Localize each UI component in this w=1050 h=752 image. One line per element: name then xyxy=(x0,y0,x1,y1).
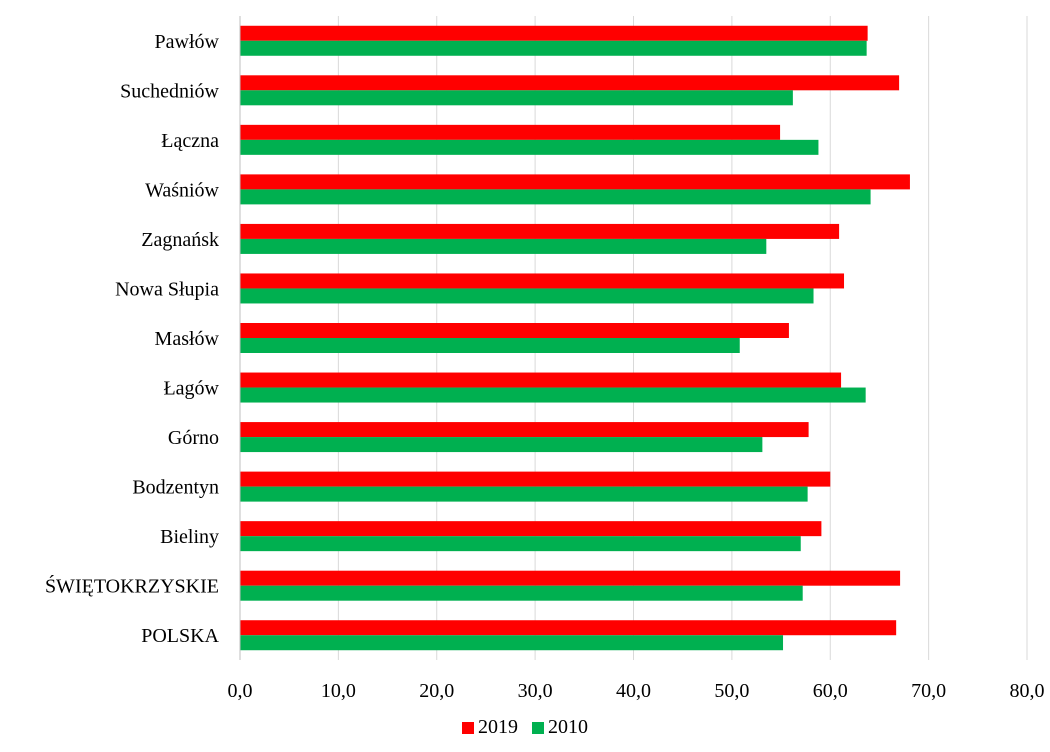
bar-2010 xyxy=(240,238,767,254)
bar-2019 xyxy=(240,323,789,338)
category-label: Zagnańsk xyxy=(141,229,219,251)
bar-2010 xyxy=(240,189,871,205)
x-tick-label: 20,0 xyxy=(419,680,454,702)
legend-label: 2010 xyxy=(548,716,588,738)
bar-2010 xyxy=(240,288,814,304)
category-label: Bieliny xyxy=(160,526,219,548)
category-label: Suchedniów xyxy=(120,80,219,102)
x-tick-label: 80,0 xyxy=(1010,680,1045,702)
bar-2019 xyxy=(240,422,809,438)
x-tick-label: 60,0 xyxy=(813,680,848,702)
category-label: Waśniów xyxy=(145,179,219,201)
bar-2010 xyxy=(240,40,867,56)
legend-swatch-2010 xyxy=(532,722,544,734)
bar-2019 xyxy=(240,620,897,636)
x-tick-label: 50,0 xyxy=(714,680,749,702)
bar-2010 xyxy=(240,90,793,106)
legend: 2019 2010 xyxy=(462,716,588,738)
bar-2010 xyxy=(240,139,819,155)
category-label: Łagów xyxy=(163,378,219,400)
bars xyxy=(240,25,910,651)
category-label: Nowa Słupia xyxy=(115,278,219,300)
x-tick-label: 70,0 xyxy=(911,680,946,702)
bar-2010 xyxy=(240,635,784,651)
category-label: Masłów xyxy=(155,328,220,350)
bar-2010 xyxy=(240,486,808,502)
x-tick-label: 0,0 xyxy=(228,680,253,702)
legend-label: 2019 xyxy=(478,716,518,738)
bar-2019 xyxy=(240,570,901,586)
category-label: Pawłów xyxy=(155,31,220,53)
bar-2019 xyxy=(240,273,845,289)
bar-2010 xyxy=(240,585,803,601)
x-tick-label: 40,0 xyxy=(616,680,651,702)
x-tick-label: 30,0 xyxy=(518,680,553,702)
bar-2019 xyxy=(240,471,831,487)
bar-2019 xyxy=(240,521,822,537)
bar-2010 xyxy=(240,387,866,403)
bar-2010 xyxy=(240,437,763,453)
bar-2010 xyxy=(240,338,740,353)
category-label: ŚWIĘTOKRZYSKIE xyxy=(45,574,219,598)
category-label: Bodzentyn xyxy=(132,477,219,499)
category-labels: Pawłów Suchedniów Łączna Waśniów Zagnańsk Now… xyxy=(45,31,220,647)
x-tick-labels: 0,0 10,0 20,0 30,0 40,0 50,0 60,0 70,0 80,0 xyxy=(228,680,1045,702)
bar-2010 xyxy=(240,536,801,552)
bar-2019 xyxy=(240,372,842,388)
category-label: Górno xyxy=(168,427,219,449)
bar-2019 xyxy=(240,25,868,41)
category-label: Łączna xyxy=(161,130,219,152)
bar-2019 xyxy=(240,124,781,140)
bar-2019 xyxy=(240,75,900,91)
legend-swatch-2019 xyxy=(462,722,474,734)
bar-2019 xyxy=(240,174,910,190)
bar-2019 xyxy=(240,223,840,239)
x-tick-label: 10,0 xyxy=(321,680,356,702)
category-label: POLSKA xyxy=(141,625,219,647)
